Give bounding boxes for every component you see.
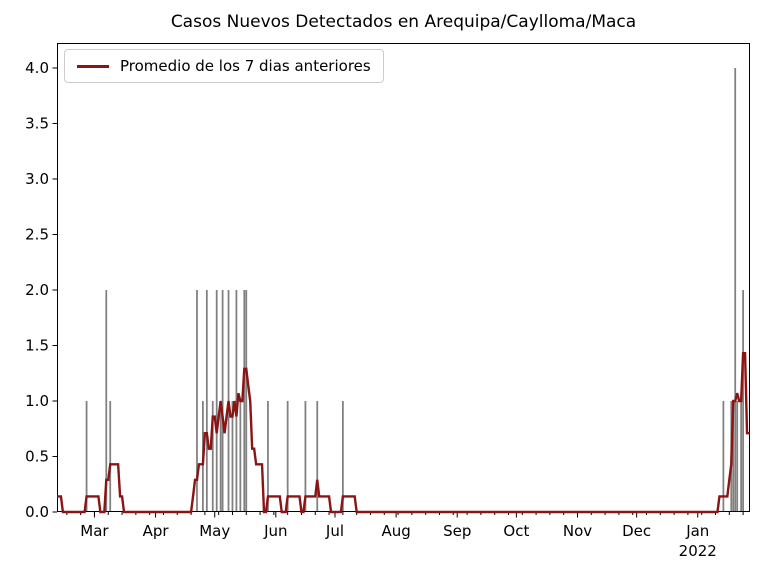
- daily-cases-bar: [316, 400, 319, 512]
- x-tick-label: Sep: [443, 522, 471, 540]
- y-tick-label: 1.5: [25, 336, 49, 354]
- avg-7day-line: [57, 352, 750, 514]
- legend-label: Promedio de los 7 dias anteriores: [120, 57, 371, 75]
- daily-cases-bar: [235, 289, 238, 512]
- y-tick-label: 0.5: [25, 448, 49, 466]
- x-tick-label: May: [199, 522, 230, 540]
- x-tick-label: Jan: [685, 522, 709, 540]
- daily-cases-bar: [245, 289, 248, 512]
- legend: Promedio de los 7 dias anteriores: [64, 49, 384, 83]
- x-tick-label: Jun: [263, 522, 287, 540]
- daily-cases-bar: [734, 67, 737, 512]
- daily-cases-bar: [732, 400, 735, 512]
- daily-cases-bar: [85, 400, 88, 512]
- daily-cases-bar: [722, 400, 725, 512]
- y-tick-label: 2.0: [25, 281, 49, 299]
- plot-spines: [57, 43, 750, 512]
- chart-title: Casos Nuevos Detectados en Arequipa/Cayl…: [170, 12, 637, 32]
- daily-cases-bar: [219, 400, 222, 512]
- daily-cases-bar: [215, 289, 218, 512]
- daily-cases-bar: [243, 289, 246, 512]
- daily-cases-bar: [742, 289, 744, 512]
- x-tick-label: Aug: [381, 522, 410, 540]
- x-tick-label: Apr: [143, 522, 170, 540]
- daily-cases-bar: [105, 289, 108, 512]
- x-tick-label: Nov: [563, 522, 592, 540]
- y-tick-label: 2.5: [25, 225, 49, 243]
- daily-cases-bar: [196, 289, 198, 512]
- y-tick-label: 0.0: [25, 503, 49, 521]
- year-label: 2022: [679, 542, 717, 560]
- daily-cases-bar: [239, 400, 242, 512]
- y-tick-label: 3.5: [25, 114, 49, 132]
- y-tick-label: 1.0: [25, 392, 49, 410]
- daily-cases-bar: [109, 400, 112, 512]
- daily-cases-bar: [221, 289, 224, 512]
- daily-cases-bar: [231, 400, 234, 512]
- daily-cases-bar: [736, 400, 739, 512]
- legend-line-swatch: [77, 64, 109, 68]
- x-tick-label: Oct: [503, 522, 529, 540]
- y-tick-label: 4.0: [25, 59, 49, 77]
- x-tick-label: Jul: [325, 522, 344, 540]
- daily-cases-bar: [286, 400, 289, 512]
- x-tick-label: Mar: [80, 522, 109, 540]
- daily-cases-bar: [304, 400, 307, 512]
- daily-cases-bar: [341, 400, 344, 512]
- daily-cases-bar: [740, 400, 743, 512]
- y-tick-label: 3.0: [25, 170, 49, 188]
- daily-cases-bar: [205, 289, 208, 512]
- daily-cases-bar: [267, 400, 269, 512]
- daily-cases-bar: [211, 400, 214, 512]
- x-tick-label: Dec: [622, 522, 651, 540]
